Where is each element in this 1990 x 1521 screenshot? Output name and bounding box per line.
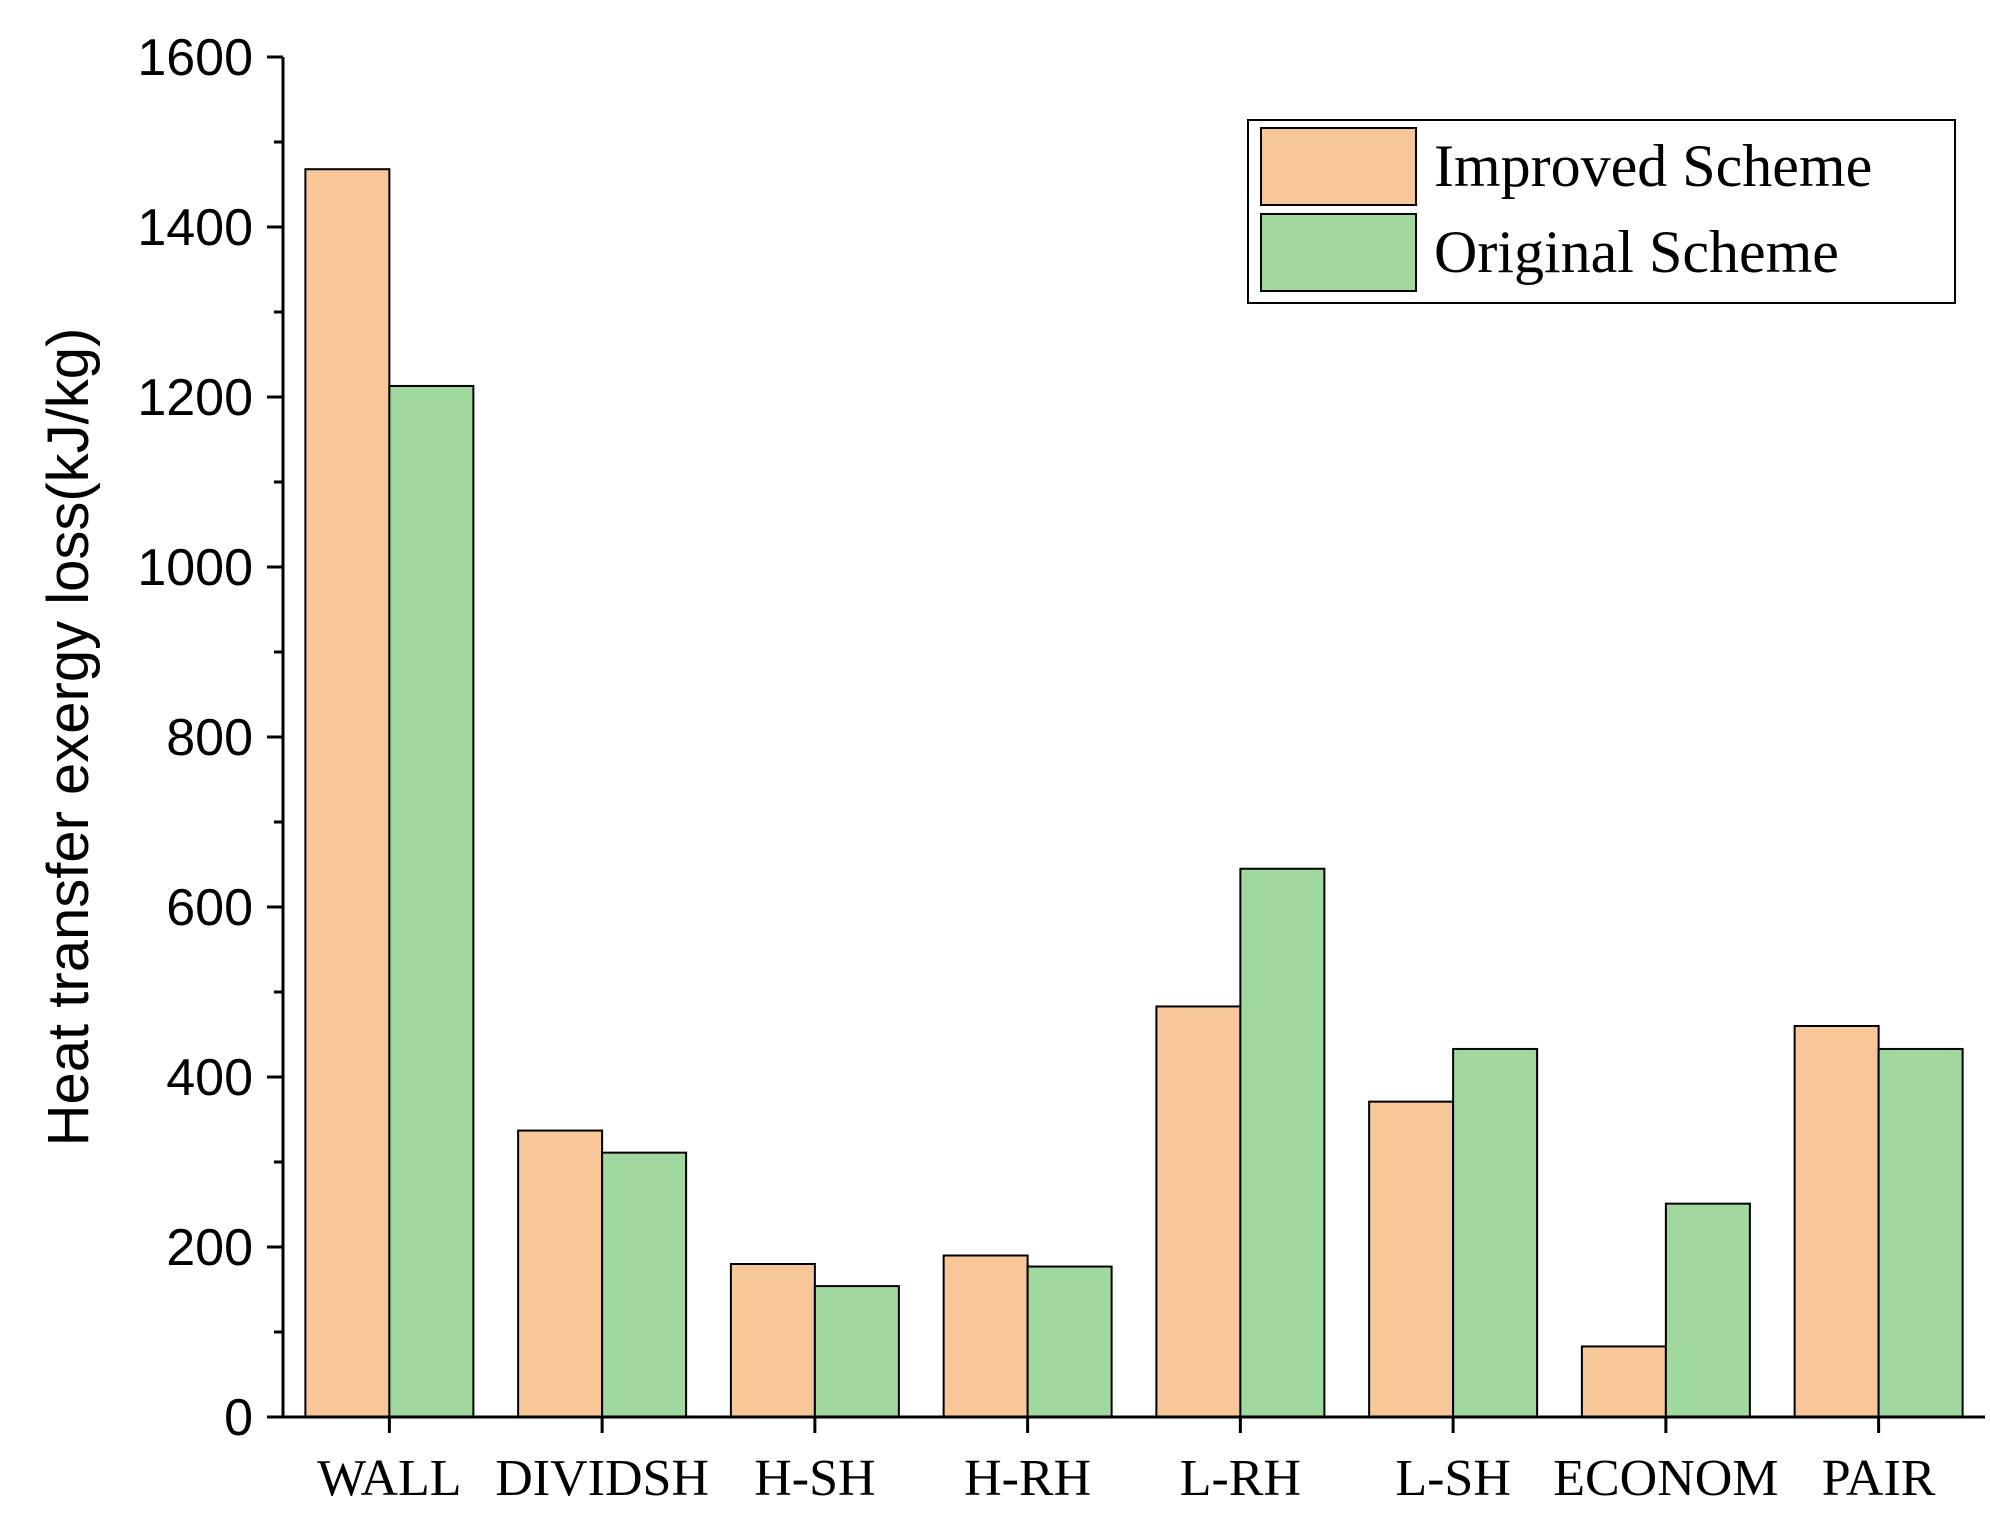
- x-tick-label-pair: PAIR: [1822, 1450, 1936, 1507]
- y-tick-label: 1600: [137, 29, 253, 87]
- bar-l-sh-original: [1452, 1047, 1539, 1418]
- x-tick-label-l-sh: L-SH: [1395, 1450, 1511, 1507]
- y-tick-label: 400: [166, 1049, 253, 1107]
- legend-swatch-original: [1260, 213, 1417, 292]
- bar-dividsh-original: [601, 1151, 688, 1419]
- y-tick-label: 1000: [137, 539, 253, 597]
- bar-l-sh-improved: [1368, 1100, 1455, 1419]
- y-ticks-group: 0 200 400 600 800 1000 1200 1400 1600: [137, 29, 283, 1447]
- bar-wall-improved: [304, 168, 391, 1419]
- y-tick-label: 200: [166, 1219, 253, 1277]
- bar-econom-original: [1664, 1202, 1751, 1419]
- y-tick-label: 600: [166, 879, 253, 937]
- y-axis-label: Heat transfer exergy loss(kJ/kg): [36, 328, 101, 1147]
- bar-l-rh-original: [1239, 867, 1326, 1418]
- bar-l-rh-improved: [1155, 1005, 1242, 1418]
- x-tick-label-wall: WALL: [317, 1450, 461, 1507]
- x-ticks-group: WALL DIVIDSH H-SH H-RH L-RH L-SH ECONOM PAIR: [317, 1417, 1936, 1507]
- bar-wall-original: [388, 384, 475, 1419]
- bar-pair-original: [1877, 1047, 1964, 1418]
- bar-dividsh-improved: [517, 1129, 604, 1419]
- y-tick-label: 1400: [137, 199, 253, 257]
- x-tick-label-econom: ECONOM: [1553, 1450, 1778, 1507]
- y-tick-label: 0: [224, 1389, 253, 1447]
- legend-label-improved: Improved Scheme: [1434, 133, 1872, 199]
- x-tick-label-h-rh: H-RH: [964, 1450, 1091, 1507]
- bar-h-rh-improved: [942, 1254, 1029, 1418]
- bar-pair-improved: [1793, 1025, 1880, 1418]
- x-tick-label-dividsh: DIVIDSH: [495, 1450, 709, 1507]
- y-tick-label: 800: [166, 709, 253, 767]
- y-tick-label: 1200: [137, 369, 253, 427]
- bar-h-sh-improved: [729, 1263, 816, 1418]
- bar-econom-improved: [1580, 1345, 1667, 1418]
- bar-h-sh-original: [813, 1285, 900, 1418]
- x-tick-label-l-rh: L-RH: [1180, 1450, 1301, 1507]
- legend-swatch-improved: [1260, 127, 1417, 206]
- x-tick-label-h-sh: H-SH: [754, 1450, 875, 1507]
- legend: Improved Scheme Original Scheme: [1247, 119, 1956, 304]
- legend-label-original: Original Scheme: [1434, 219, 1839, 285]
- bars-group: [304, 168, 1964, 1419]
- bar-h-rh-original: [1026, 1265, 1113, 1419]
